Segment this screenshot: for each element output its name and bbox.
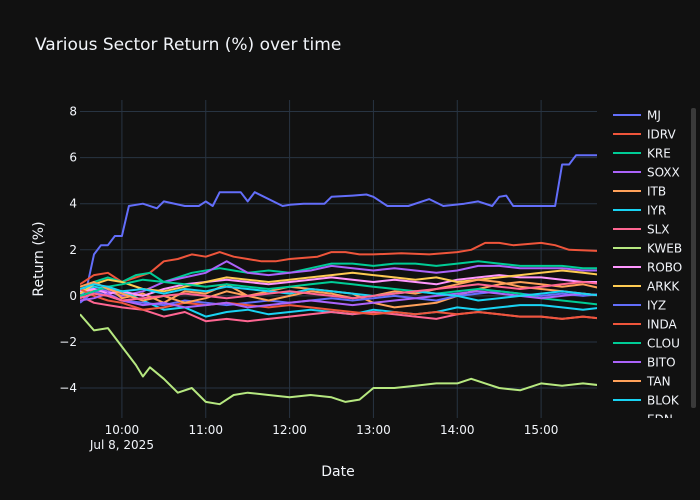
series-line-soxx — [80, 260, 597, 297]
y-tick-label: 0 — [69, 289, 77, 303]
legend-item[interactable]: TAN — [613, 375, 671, 389]
legend-label: SLX — [647, 223, 670, 237]
legend-item[interactable]: IDRV — [613, 128, 676, 142]
legend-item[interactable]: KWEB — [613, 242, 682, 256]
plot-area — [80, 100, 597, 418]
x-tick-label: 14:00 — [440, 423, 475, 437]
legend-item[interactable]: SOXX — [613, 166, 680, 180]
series-line-mj — [80, 154, 597, 299]
series-line-arkk — [80, 269, 597, 295]
series-line-idrv — [80, 241, 597, 286]
legend-item[interactable]: ROBO — [613, 261, 682, 275]
legend-label: BLOK — [647, 394, 680, 408]
legend-label: ITB — [647, 185, 666, 199]
legend-item[interactable]: MJ — [613, 109, 661, 123]
legend-scrollbar[interactable] — [691, 108, 696, 408]
legend-label: EDN — [647, 413, 673, 427]
legend-item[interactable]: KRE — [613, 147, 671, 161]
x-tick-sublabel: Jul 8, 2025 — [89, 438, 154, 452]
series-line-inda — [80, 288, 597, 320]
x-tick-label: 11:00 — [188, 423, 223, 437]
series-line-edn — [80, 281, 597, 302]
legend-label: TAN — [646, 375, 671, 389]
y-tick-label: −2 — [59, 335, 77, 349]
y-tick-label: 4 — [69, 197, 77, 211]
legend-item[interactable]: BLOK — [613, 394, 680, 408]
plot-background — [80, 100, 597, 418]
legend-item[interactable]: INDA — [613, 318, 678, 332]
legend-label: CLOU — [647, 337, 680, 351]
x-axis-title: Date — [321, 464, 354, 480]
y-tick-label: 8 — [69, 105, 77, 119]
legend-label: INDA — [647, 318, 678, 332]
y-tick-label: −4 — [59, 381, 77, 395]
x-tick-label: 10:00 — [105, 423, 140, 437]
series-line-blok — [80, 283, 597, 302]
x-tick-label: 15:00 — [524, 423, 559, 437]
series-line-bito — [80, 290, 597, 309]
legend-item[interactable]: IYR — [613, 204, 666, 218]
y-tick-label: 2 — [69, 243, 77, 257]
legend-item[interactable]: BITO — [613, 356, 676, 370]
legend-item[interactable]: SLX — [613, 223, 670, 237]
legend-item[interactable]: ARKK — [613, 280, 680, 294]
y-tick-label: 6 — [69, 151, 77, 165]
legend-label: KRE — [647, 147, 671, 161]
legend-items: MJ IDRV KRE SOXX ITB IYR SLX KWEB ROBO ARKK IYZ IND… — [613, 109, 682, 427]
legend-label: ARKK — [647, 280, 680, 294]
legend-label: IYR — [647, 204, 666, 218]
series-line-kre — [80, 260, 597, 293]
x-tick-label: 13:00 — [356, 423, 391, 437]
legend-label: ROBO — [647, 261, 682, 275]
series-line-clou — [80, 278, 597, 306]
y-axis: −4 −2 0 2 4 6 8 — [59, 105, 77, 396]
series-lines — [80, 154, 597, 406]
legend-item[interactable]: EDN — [613, 413, 673, 427]
legend-item[interactable]: IYZ — [613, 299, 666, 313]
legend-item[interactable]: CLOU — [613, 337, 680, 351]
series-line-robo — [80, 274, 597, 297]
legend-label: SOXX — [647, 166, 680, 180]
legend-item[interactable]: ITB — [613, 185, 666, 199]
legend-label: MJ — [647, 109, 661, 123]
legend-label: IYZ — [647, 299, 666, 313]
x-tick-label: 12:00 — [272, 423, 307, 437]
chart-title: Various Sector Return (%) over time — [35, 35, 341, 55]
legend: MJ IDRV KRE SOXX ITB IYR SLX KWEB ROBO ARKK IYZ IND… — [613, 108, 696, 427]
y-axis-title: Return (%) — [31, 221, 47, 296]
series-line-kweb — [80, 313, 597, 406]
legend-label: IDRV — [647, 128, 676, 142]
legend-label: KWEB — [647, 242, 682, 256]
legend-label: BITO — [647, 356, 676, 370]
